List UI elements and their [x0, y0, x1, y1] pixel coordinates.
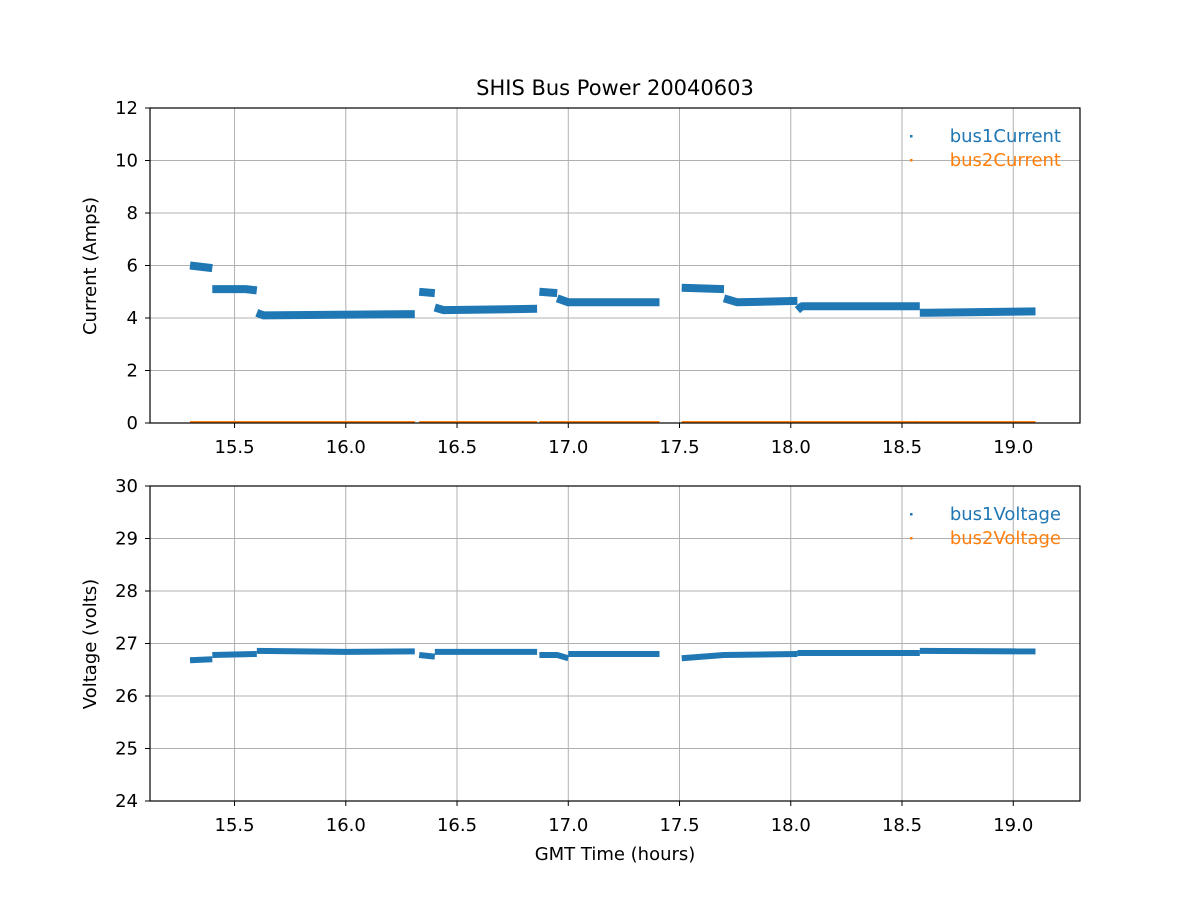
bus1Current-data-segment	[433, 303, 538, 315]
current-x-tick-label: 16.0	[326, 437, 366, 458]
current-x-tick-label: 18.5	[882, 437, 922, 458]
voltage-plot-frame	[149, 485, 1081, 802]
bus1Current-data-segment	[212, 285, 258, 295]
voltage-y-tick-label: 27	[115, 634, 138, 655]
bus1Voltage-data-segment	[189, 656, 213, 664]
bus1Current-data-segment	[255, 309, 415, 320]
bus1Voltage-legend-label: bus1Voltage	[950, 504, 1061, 525]
bus1Voltage-data-segment	[681, 651, 798, 662]
bus1Current-data-segment	[919, 307, 1036, 317]
bus1Voltage-data-segment	[212, 651, 257, 658]
voltage-y-tick-label: 29	[115, 529, 138, 550]
bus1Voltage-data-segment	[418, 652, 436, 660]
bus1Voltage-data-segment	[539, 652, 570, 662]
voltage-y-tick-label: 26	[115, 686, 138, 707]
bus2Voltage-legend-marker	[910, 537, 913, 540]
voltage-x-tick-label: 18.0	[771, 815, 811, 836]
current-y-tick-label: 12	[115, 98, 138, 119]
current-x-tick-label: 17.0	[548, 437, 588, 458]
current-x-tick-label: 18.0	[771, 437, 811, 458]
chart-title: SHIS Bus Power 20040603	[476, 76, 754, 100]
bus1Current-legend-label: bus1Current	[950, 126, 1061, 147]
current-x-tick-label: 17.5	[659, 437, 699, 458]
current-y-tick-label: 6	[127, 256, 138, 277]
current-y-tick-label: 10	[115, 151, 138, 172]
bus1Current-data-segment	[555, 294, 660, 307]
voltage-x-tick-label: 16.5	[437, 815, 477, 836]
bus1Voltage-legend-marker	[910, 513, 913, 516]
bus1Current-data-segment	[189, 261, 213, 273]
voltage-y-tick-label: 28	[115, 581, 138, 602]
current-y-tick-label: 2	[127, 361, 138, 382]
current-y-tick-label: 8	[127, 203, 138, 224]
voltage-y-tick-label: 25	[115, 739, 138, 760]
current-x-tick-label: 19.0	[993, 437, 1033, 458]
voltage-x-tick-label: 18.5	[882, 815, 922, 836]
voltage-x-tick-label: 16.0	[326, 815, 366, 836]
bus2Voltage-legend-label: bus2Voltage	[950, 528, 1061, 549]
voltage-x-tick-label: 17.5	[659, 815, 699, 836]
voltage-panel: Voltage (volts) GMT Time (hours) 15.5 16.…	[80, 476, 1081, 865]
voltage-x-tick-label: 15.5	[215, 815, 255, 836]
current-y-tick-label: 0	[127, 413, 138, 434]
bus1Current-data-segment	[794, 302, 920, 314]
bus2Current-legend-marker	[910, 159, 913, 162]
bus1Voltage-data-segment	[256, 647, 415, 655]
voltage-y-axis-label: Voltage (volts)	[80, 579, 101, 709]
bus1Current-data-segment	[418, 287, 436, 298]
current-x-tick-label: 16.5	[437, 437, 477, 458]
bus2Current-legend-label: bus2Current	[950, 150, 1061, 171]
current-x-tick-label: 15.5	[215, 437, 255, 458]
bus1Voltage-data-segment	[919, 647, 1036, 655]
current-panel: Current (Amps) 15.5 16.0 16.5 17.0 17.5 18.0 1…	[80, 98, 1081, 458]
voltage-y-tick-label: 30	[115, 476, 138, 497]
bus1Current-data-segment	[722, 294, 798, 307]
x-axis-label: GMT Time (hours)	[535, 844, 696, 865]
voltage-y-tick-label: 24	[115, 791, 138, 812]
voltage-x-tick-label: 17.0	[548, 815, 588, 836]
current-plot-frame	[149, 107, 1081, 424]
current-y-tick-label: 4	[127, 308, 138, 329]
bus1Current-legend-marker	[910, 135, 913, 138]
voltage-x-tick-label: 19.0	[993, 815, 1033, 836]
bus1Current-data-segment	[539, 287, 558, 298]
bus1Current-data-segment	[681, 283, 725, 294]
current-y-axis-label: Current (Amps)	[80, 197, 101, 335]
